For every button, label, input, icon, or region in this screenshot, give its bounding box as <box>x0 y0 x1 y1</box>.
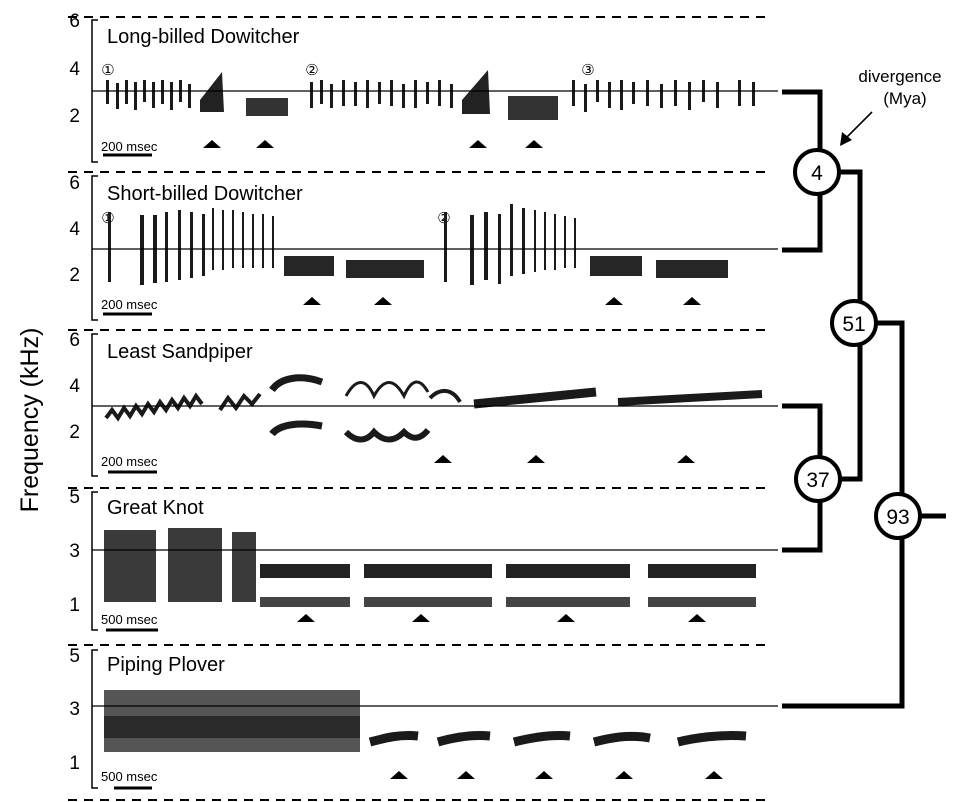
tick-label: 1 <box>69 753 80 774</box>
tick-label: 6 <box>69 11 80 32</box>
triangle-markers <box>297 614 706 622</box>
species-title: Piping Plover <box>107 654 225 676</box>
sonogram <box>106 70 755 120</box>
scale-bar-label: 200 msec <box>101 297 158 312</box>
panel-separators <box>68 16 768 801</box>
divergence-arrow <box>840 111 873 146</box>
divergence-node: 93 <box>874 492 922 540</box>
tree-nodes: 4 51 37 93 <box>793 148 922 540</box>
tick-label: 6 <box>69 173 80 194</box>
scale-bar-label: 200 msec <box>101 139 158 154</box>
triangle-markers <box>390 771 723 779</box>
syllable-marker: ② <box>305 62 318 79</box>
tick-label: 6 <box>69 330 80 351</box>
panel-axis <box>91 491 98 631</box>
divergence-value: 51 <box>842 313 865 336</box>
scale-bar-label: 200 msec <box>101 454 158 469</box>
divergence-node: 51 <box>830 299 878 347</box>
sonogram <box>108 204 728 285</box>
divergence-annotation: divergence <box>858 67 941 86</box>
panel-axis <box>91 649 98 789</box>
divergence-value: 93 <box>886 506 909 529</box>
tick-label: 4 <box>69 59 80 80</box>
tick-label: 4 <box>69 376 80 397</box>
tick-label: 3 <box>69 699 80 720</box>
divergence-node: 4 <box>793 148 841 196</box>
scale-bar-label: 500 msec <box>101 612 158 627</box>
syllable-marker: ① <box>101 62 114 79</box>
tick-label: 1 <box>69 595 80 616</box>
panel-axis <box>91 175 98 321</box>
tick-label: 2 <box>69 422 80 443</box>
triangle-markers <box>203 140 543 148</box>
tick-label: 5 <box>69 646 80 667</box>
panel-great-knot: 5 3 1 Great Knot 500 msec <box>69 487 778 632</box>
scale-bar-label: 500 msec <box>101 769 158 784</box>
divergence-value: 37 <box>806 469 829 492</box>
triangle-markers <box>434 455 695 463</box>
sonogram <box>104 528 756 607</box>
tick-label: 3 <box>69 541 80 562</box>
sonogram <box>104 374 763 443</box>
species-title: Long-billed Dowitcher <box>107 26 300 48</box>
divergence-value: 4 <box>811 162 823 185</box>
sonogram <box>104 690 747 752</box>
panel-least-sandpiper: 6 4 2 Least Sandpiper 200 msec <box>69 330 778 477</box>
species-title: Short-billed Dowitcher <box>107 183 303 205</box>
syllable-marker: ③ <box>581 62 594 79</box>
tick-label: 2 <box>69 106 80 127</box>
tick-label: 5 <box>69 487 80 508</box>
divergence-node: 37 <box>794 455 842 503</box>
panel-axis <box>91 333 98 477</box>
triangle-markers <box>303 297 701 305</box>
divergence-annotation-unit: (Mya) <box>883 89 926 108</box>
tick-label: 2 <box>69 265 80 286</box>
panel-long-billed-dowitcher: 6 4 2 Long-billed Dowitcher ① ② ③ <box>69 11 778 163</box>
tick-label: 4 <box>69 219 80 240</box>
y-axis-label: Frequency (kHz) <box>16 328 44 513</box>
panel-piping-plover: 5 3 1 Piping Plover 500 msec <box>69 646 778 790</box>
species-title: Great Knot <box>107 497 204 519</box>
panel-short-billed-dowitcher: 6 4 2 Short-billed Dowitcher ① ② 200 mse… <box>69 173 778 321</box>
species-title: Least Sandpiper <box>107 341 253 363</box>
